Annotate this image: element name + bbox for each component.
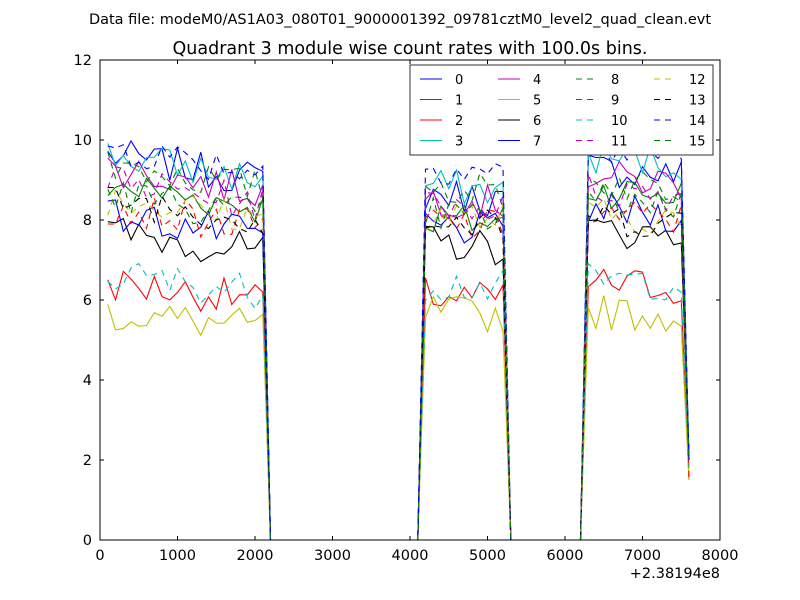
legend-label-13: 13: [689, 94, 706, 109]
y-tick-label: 6: [83, 293, 92, 309]
series-line-10: [107, 262, 690, 541]
x-tick-label: 1000: [159, 548, 196, 564]
legend-label-7: 7: [533, 135, 541, 150]
legend-label-0: 0: [455, 73, 463, 88]
series-line-14: [107, 136, 690, 541]
series-layer: [107, 136, 690, 541]
legend-label-10: 10: [611, 114, 628, 129]
series-line-3: [107, 141, 690, 541]
x-tick-label: 2000: [237, 548, 274, 564]
legend-label-8: 8: [611, 73, 619, 88]
series-line-7: [107, 191, 690, 541]
series-line-12: [107, 188, 690, 541]
series-line-11: [107, 166, 690, 541]
legend-label-15: 15: [689, 135, 706, 150]
series-line-5: [107, 295, 690, 541]
y-tick-label: 4: [83, 373, 92, 389]
y-tick-label: 12: [74, 53, 92, 69]
x-offset-label: +2.38194e8: [630, 566, 720, 582]
chart-suptitle: Data file: modeM0/AS1A03_080T01_90000013…: [89, 12, 711, 28]
legend-label-11: 11: [611, 135, 628, 150]
legend-label-1: 1: [455, 94, 463, 109]
series-line-1: [107, 177, 690, 541]
legend-label-12: 12: [689, 73, 706, 88]
series-line-15: [107, 180, 690, 541]
legend-label-14: 14: [689, 114, 706, 129]
series-line-0: [107, 139, 690, 541]
legend-label-3: 3: [455, 135, 463, 150]
x-tick-label: 4000: [392, 548, 429, 564]
x-tick-label: 6000: [547, 548, 584, 564]
legend-label-4: 4: [533, 73, 541, 88]
x-tick-label: 3000: [314, 548, 351, 564]
x-tick-label: 7000: [624, 548, 661, 564]
legend-label-5: 5: [533, 94, 541, 109]
series-line-9: [107, 195, 690, 541]
series-line-4: [107, 157, 690, 541]
series-line-6: [107, 217, 690, 541]
legend-label-6: 6: [533, 114, 541, 129]
x-tick-label: 8000: [702, 548, 739, 564]
series-line-13: [107, 186, 690, 541]
series-line-2: [107, 268, 690, 541]
chart-title: Quadrant 3 module wise count rates with …: [173, 39, 648, 59]
legend-label-2: 2: [455, 114, 463, 129]
y-tick-label: 8: [83, 213, 92, 229]
axis-ticks: 0 1000 2000 3000 4000 5000 6000 7000 80000246810…: [74, 53, 739, 564]
y-tick-label: 2: [83, 453, 92, 469]
y-tick-label: 10: [74, 133, 92, 149]
x-tick-label: 5000: [469, 548, 506, 564]
legend-box: [409, 64, 714, 156]
y-tick-label: 0: [83, 533, 92, 549]
legend-label-9: 9: [611, 94, 619, 109]
x-tick-label: 0: [95, 548, 104, 564]
